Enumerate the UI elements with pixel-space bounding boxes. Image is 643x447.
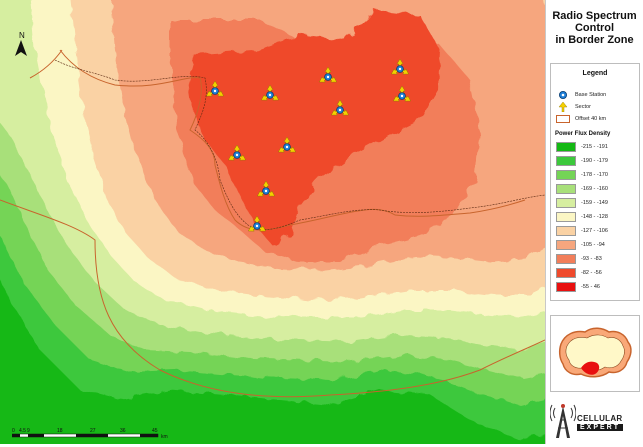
base-station[interactable] <box>330 99 350 118</box>
base-stations <box>205 58 412 234</box>
base-station[interactable] <box>392 85 412 104</box>
north-arrow-icon <box>15 40 27 56</box>
pfd-swatch <box>556 254 576 264</box>
pfd-class-label: -105 - -94 <box>581 242 605 248</box>
scale-label-3: 18 <box>57 428 63 434</box>
scale-unit: km <box>161 434 168 440</box>
coverage-map-graphic: N <box>0 0 545 444</box>
tower-icon <box>550 404 576 438</box>
pfd-class-label: -93 - -83 <box>581 256 602 262</box>
scale-label-0: 0 <box>12 428 15 434</box>
pfd-class-label: -127 - -106 <box>581 228 608 234</box>
pfd-class-8: -93 - -83 <box>556 254 602 264</box>
pfd-class-2: -178 - -170 <box>556 170 608 180</box>
base-station[interactable] <box>247 215 267 234</box>
map-title: Radio Spectrum Control in Border Zone <box>546 10 643 46</box>
pfd-class-10: -55 - 46 <box>556 282 600 292</box>
legend-offset-label: Offset 40 km <box>575 115 607 122</box>
offset-40km-boundary <box>0 49 545 398</box>
sector-arrow-icon <box>556 101 570 112</box>
base-station[interactable] <box>390 58 410 77</box>
pfd-class-label: -215 - -191 <box>581 144 608 150</box>
base-station[interactable] <box>318 66 338 85</box>
scale-bar-graphic: 0 4.5 9 18 27 36 45 km <box>11 428 168 440</box>
base-station-center <box>285 145 289 149</box>
legend-title: Legend <box>582 70 608 77</box>
pfd-swatch <box>556 156 576 166</box>
pfd-class-6: -127 - -106 <box>556 226 608 236</box>
offset-swatch-icon <box>556 114 570 123</box>
base-station-center <box>264 189 268 193</box>
pfd-class-5: -148 - -128 <box>556 212 608 222</box>
pfd-swatch <box>556 226 576 236</box>
scale-label-2: 9 <box>27 428 30 434</box>
pfd-class-4: -159 - -149 <box>556 198 608 208</box>
pfd-class-label: -148 - -128 <box>581 214 608 220</box>
pfd-class-7: -105 - -94 <box>556 240 605 250</box>
base-station-center <box>268 93 272 97</box>
pfd-class-label: -55 - 46 <box>581 284 600 290</box>
base-station-center <box>235 153 239 157</box>
side-panel: Radio Spectrum Control in Border Zone Le… <box>546 0 643 444</box>
pfd-swatch <box>556 282 576 292</box>
base-station-center <box>400 94 404 98</box>
base-station-icon <box>556 90 570 99</box>
pfd-swatch <box>556 184 576 194</box>
legend-base-station: Base Station <box>556 90 606 99</box>
pfd-swatch <box>556 212 576 222</box>
cellular-expert-logo: CELLULAR EXPERT <box>550 400 640 442</box>
pfd-swatch <box>556 198 576 208</box>
pfd-swatch <box>556 170 576 180</box>
base-station[interactable] <box>260 84 280 103</box>
pfd-class-label: -82 - -56 <box>581 270 602 276</box>
base-station-center <box>338 108 342 112</box>
legend-base-station-label: Base Station <box>575 91 607 98</box>
pfd-class-label: -159 - -149 <box>581 200 608 206</box>
scale-label-4: 27 <box>90 428 96 434</box>
logo-text-cellular: CELLULAR <box>577 414 623 423</box>
map-title-line-3: in Border Zone <box>555 34 634 46</box>
base-station[interactable] <box>256 180 276 199</box>
coverage-map[interactable]: N <box>0 0 546 444</box>
power-flux-density-raster <box>0 0 545 444</box>
pfd-class-label: -178 - -170 <box>581 172 608 178</box>
scale-label-1: 4.5 <box>19 428 26 434</box>
base-station[interactable] <box>205 80 225 99</box>
pfd-class-1: -190 - -179 <box>556 156 608 166</box>
pfd-class-label: -169 - -160 <box>581 186 608 192</box>
base-station-center <box>398 67 402 71</box>
base-station[interactable] <box>227 144 247 163</box>
pfd-title: Power Flux Density <box>555 131 611 137</box>
legend: Legend Base Station Sector Offset 40 km … <box>550 63 640 301</box>
map-title-line-1: Radio Spectrum <box>552 10 637 22</box>
map-title-line-2: Control <box>574 22 615 34</box>
overview-inset-map <box>550 315 640 392</box>
north-arrow: N <box>15 31 27 56</box>
legend-sector: Sector <box>556 101 591 112</box>
base-station-center <box>255 224 259 228</box>
base-station[interactable] <box>277 136 297 155</box>
pfd-class-0: -215 - -191 <box>556 142 608 152</box>
pfd-swatch <box>556 142 576 152</box>
scale-label-6: 45 <box>152 428 158 434</box>
legend-sector-label: Sector <box>575 103 591 110</box>
legend-offset: Offset 40 km <box>556 114 606 123</box>
pfd-swatch <box>556 240 576 250</box>
base-station-center <box>213 89 217 93</box>
north-label: N <box>19 31 25 40</box>
overview-map-graphic <box>558 327 632 378</box>
base-station-center <box>326 75 330 79</box>
scale-bar: 0 4.5 9 18 27 36 45 km <box>11 428 172 447</box>
logo-text-expert: EXPERT <box>577 424 624 431</box>
pfd-swatch <box>556 268 576 278</box>
pfd-class-3: -169 - -160 <box>556 184 608 194</box>
border-line <box>54 59 545 230</box>
pfd-class-9: -82 - -56 <box>556 268 602 278</box>
pfd-class-label: -190 - -179 <box>581 158 608 164</box>
scale-label-5: 36 <box>120 428 126 434</box>
